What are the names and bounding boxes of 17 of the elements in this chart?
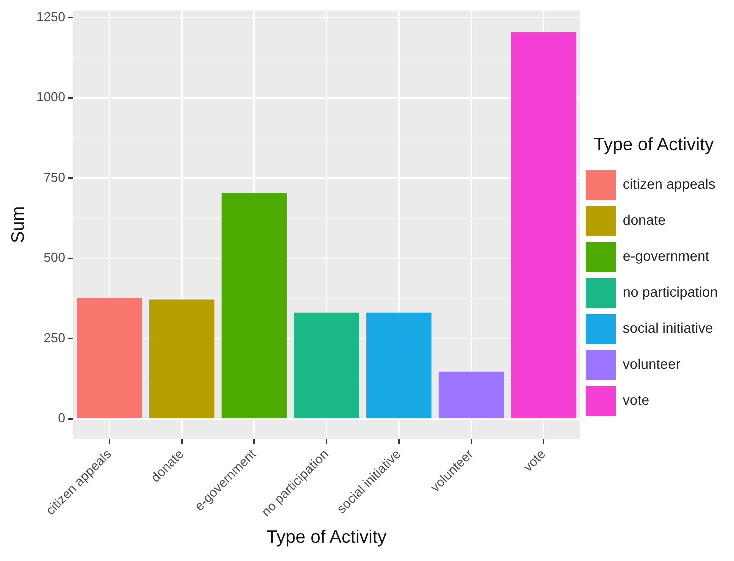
legend-label: e-government bbox=[623, 248, 710, 264]
legend-label: no participation bbox=[623, 284, 718, 300]
x-axis-title: Type of Activity bbox=[266, 527, 387, 548]
legend-label: volunteer bbox=[623, 356, 681, 372]
legend-label: donate bbox=[623, 212, 666, 228]
legend-label: citizen appeals bbox=[623, 176, 716, 192]
x-tick-label: vote bbox=[520, 446, 549, 475]
y-tick-label: 1250 bbox=[36, 9, 66, 24]
legend-label: social initiative bbox=[623, 320, 714, 336]
y-tick-label: 0 bbox=[58, 410, 66, 426]
y-tick-label: 250 bbox=[44, 330, 66, 346]
y-tick-label: 750 bbox=[44, 170, 66, 185]
legend-title: Type of Activity bbox=[594, 134, 714, 155]
y-tick-label: 500 bbox=[44, 250, 66, 266]
y-axis-title: Sum bbox=[8, 206, 28, 244]
y-tick-label: 1000 bbox=[36, 90, 66, 105]
legend-label: vote bbox=[623, 392, 650, 408]
